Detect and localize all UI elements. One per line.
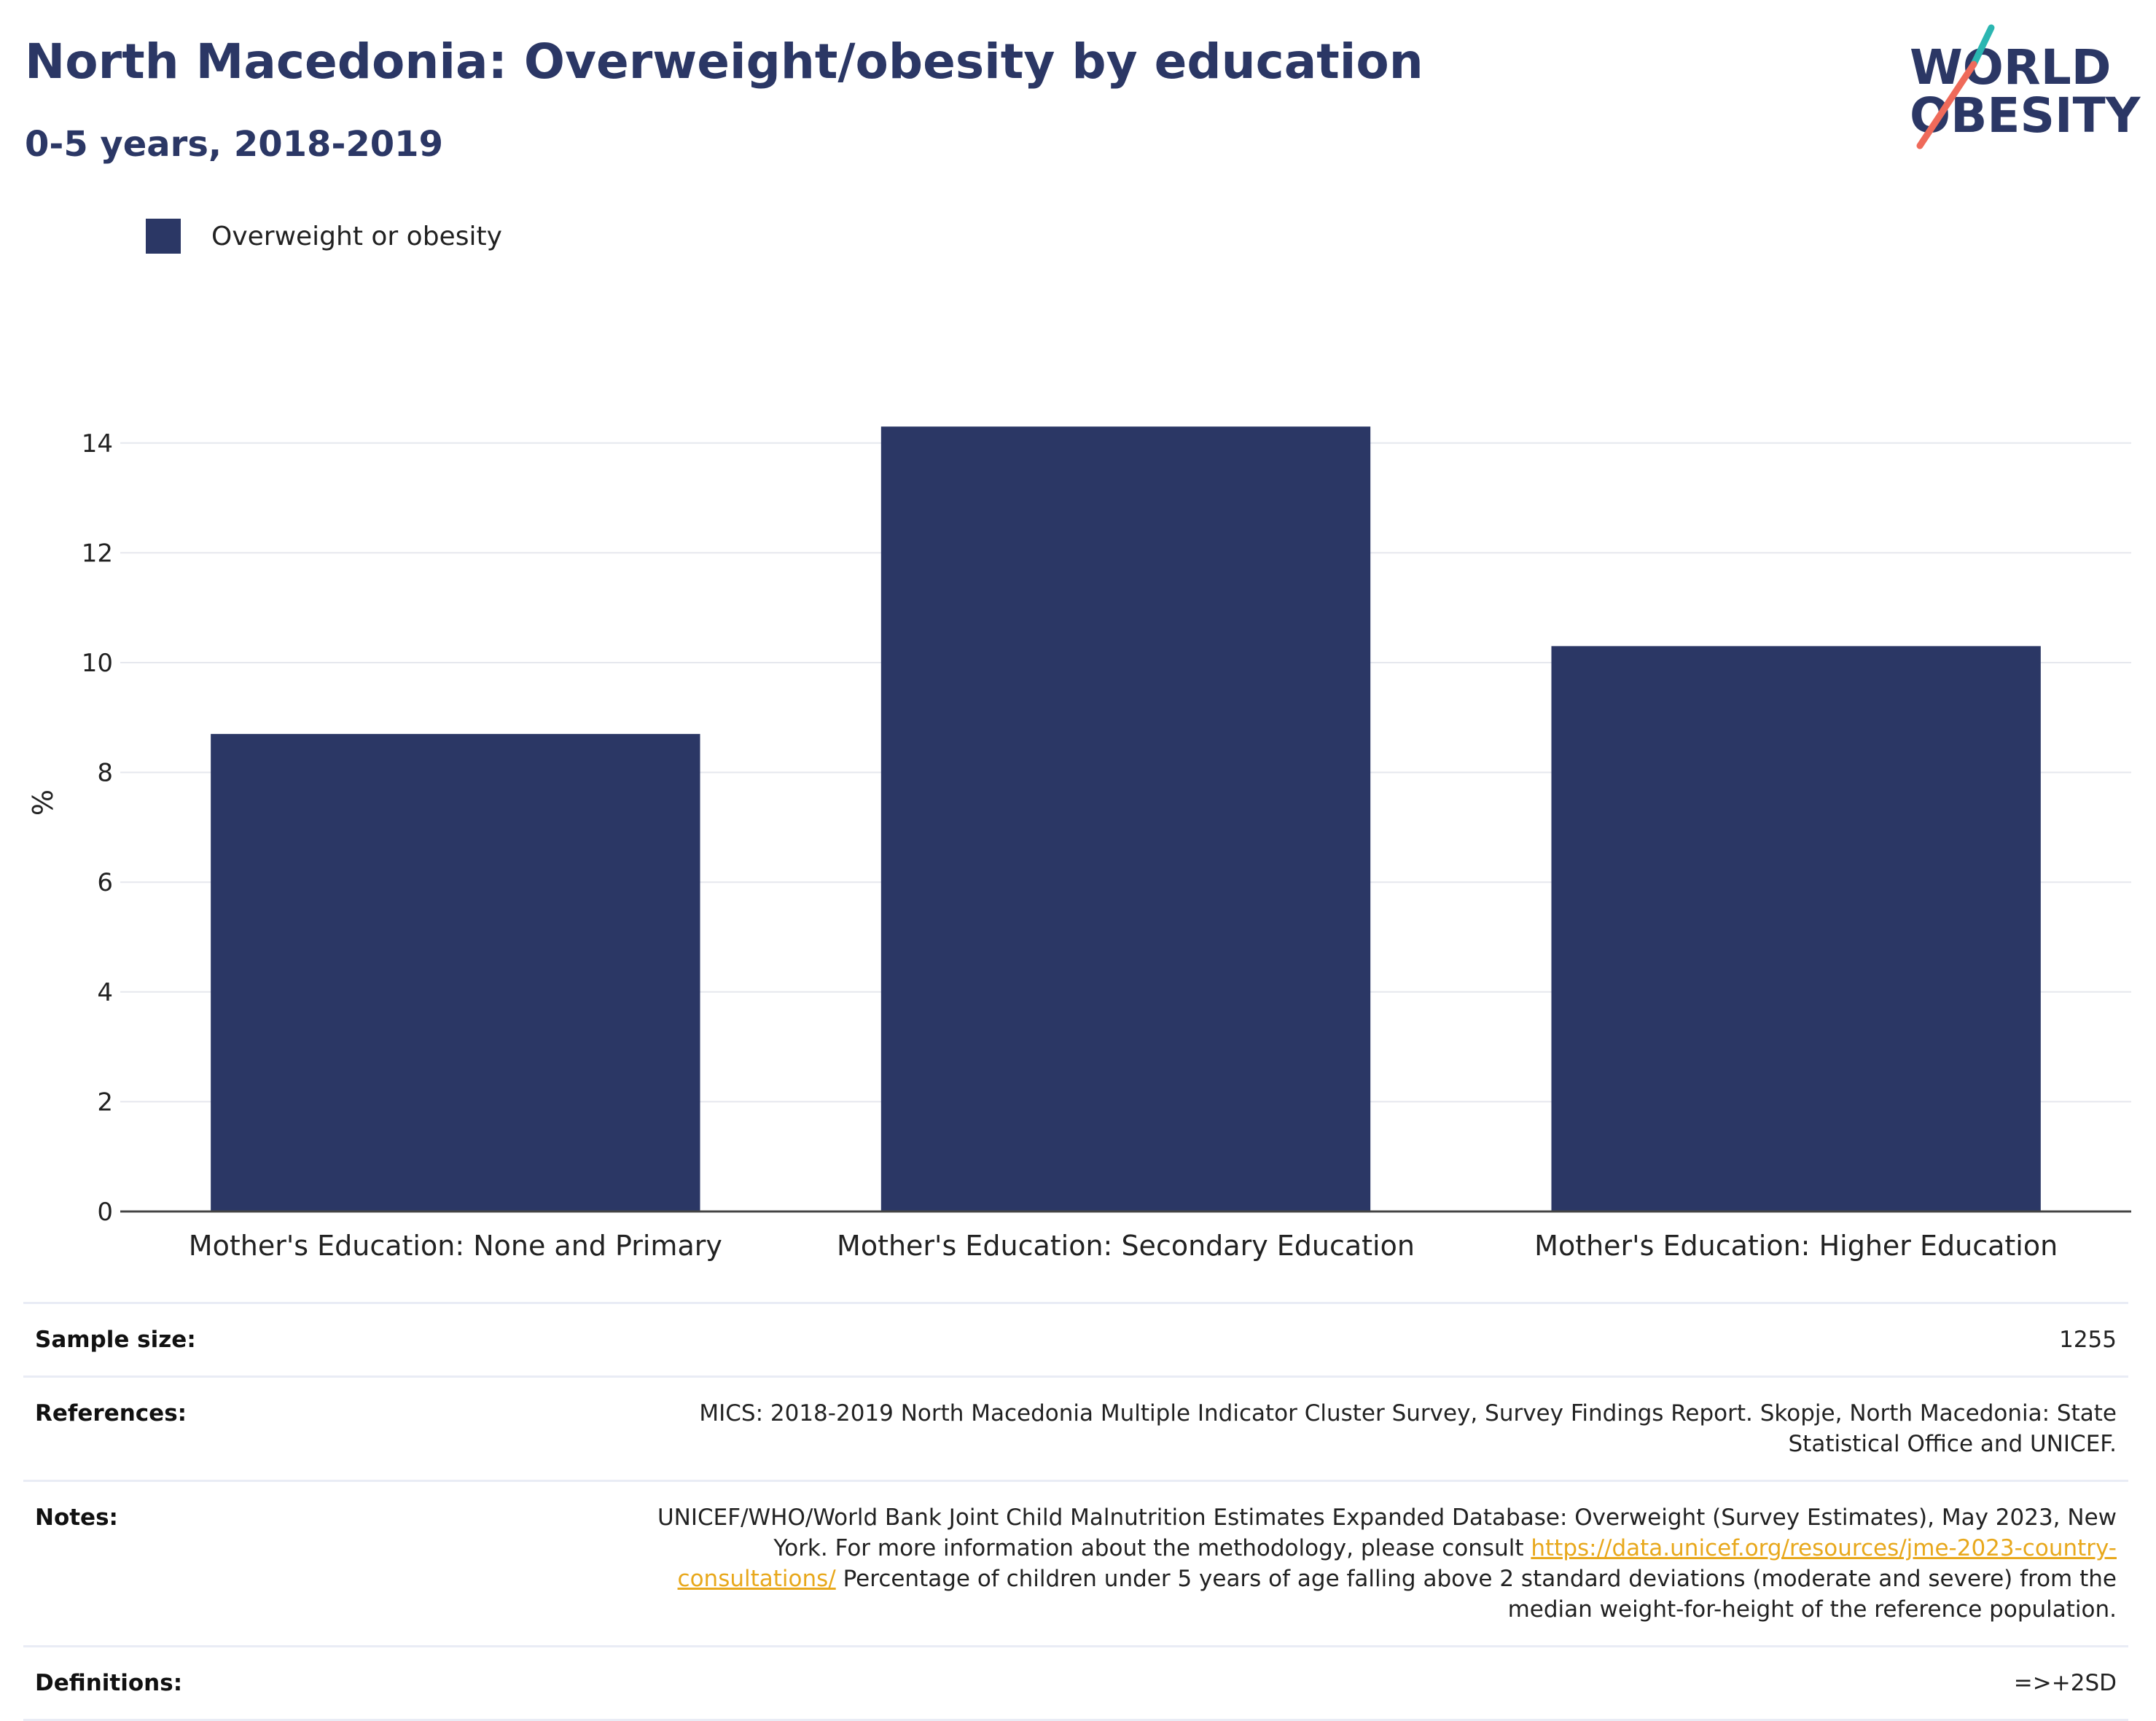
legend-label: Overweight or obesity [211, 221, 502, 251]
y-tick-label: 4 [97, 978, 113, 1007]
y-tick-label: 14 [82, 429, 113, 458]
sample-size-value: 1255 [2059, 1327, 2117, 1353]
notes-row: Notes: UNICEF/WHO/World Bank Joint Child… [23, 1480, 2128, 1645]
bar [1551, 646, 2041, 1211]
bar [880, 426, 1371, 1212]
legend: Overweight or obesity [146, 219, 502, 254]
chart-subtitle: 0-5 years, 2018-2019 [25, 124, 443, 165]
y-tick-label: 10 [82, 649, 113, 678]
world-obesity-logo: WORLD OBESITY [1902, 22, 2143, 153]
y-tick-label: 8 [97, 759, 113, 788]
y-tick-label: 6 [97, 868, 113, 897]
x-tick-label: Mother's Education: None and Primary [189, 1230, 722, 1262]
notes-label: Notes: [35, 1505, 118, 1531]
logo-line-1: WORLD [1910, 39, 2112, 95]
y-tick-label: 2 [97, 1088, 113, 1117]
notes-text-after: Percentage of children under 5 years of … [835, 1566, 2117, 1623]
x-tick-label: Mother's Education: Secondary Education [837, 1230, 1415, 1262]
y-tick-label: 0 [97, 1198, 113, 1227]
definitions-row: Definitions: =>+2SD [23, 1645, 2128, 1721]
y-tick-label: 12 [82, 539, 113, 568]
x-tick-label: Mother's Education: Higher Education [1534, 1230, 2058, 1262]
sample-size-row: Sample size: 1255 [23, 1302, 2128, 1375]
notes-text-before: UNICEF/WHO/World Bank Joint Child Malnut… [657, 1505, 2117, 1561]
notes-link[interactable]: https://data.unicef.org/resources/jme-20… [677, 1535, 2117, 1592]
y-axis-label: % [27, 789, 59, 816]
definitions-label: Definitions: [35, 1670, 183, 1696]
references-label: References: [35, 1400, 187, 1427]
logo-slash-icon [1916, 24, 1995, 149]
info-table: Sample size: 1255 References: MICS: 2018… [23, 1302, 2128, 1721]
legend-swatch [146, 219, 181, 254]
bar [211, 733, 700, 1211]
references-value: MICS: 2018-2019 North Macedonia Multiple… [699, 1400, 2117, 1457]
bar-chart: 0 2 4 6 8 10 12 14% Mother's Education: None and… [27, 426, 2131, 1262]
chart-title: North Macedonia: Overweight/obesity by e… [25, 34, 1423, 90]
notes-value: UNICEF/WHO/World Bank Joint Child Malnut… [622, 1502, 2117, 1625]
definitions-value: =>+2SD [2013, 1670, 2117, 1696]
references-row: References: MICS: 2018-2019 North Macedo… [23, 1375, 2128, 1480]
sample-size-label: Sample size: [35, 1327, 196, 1353]
